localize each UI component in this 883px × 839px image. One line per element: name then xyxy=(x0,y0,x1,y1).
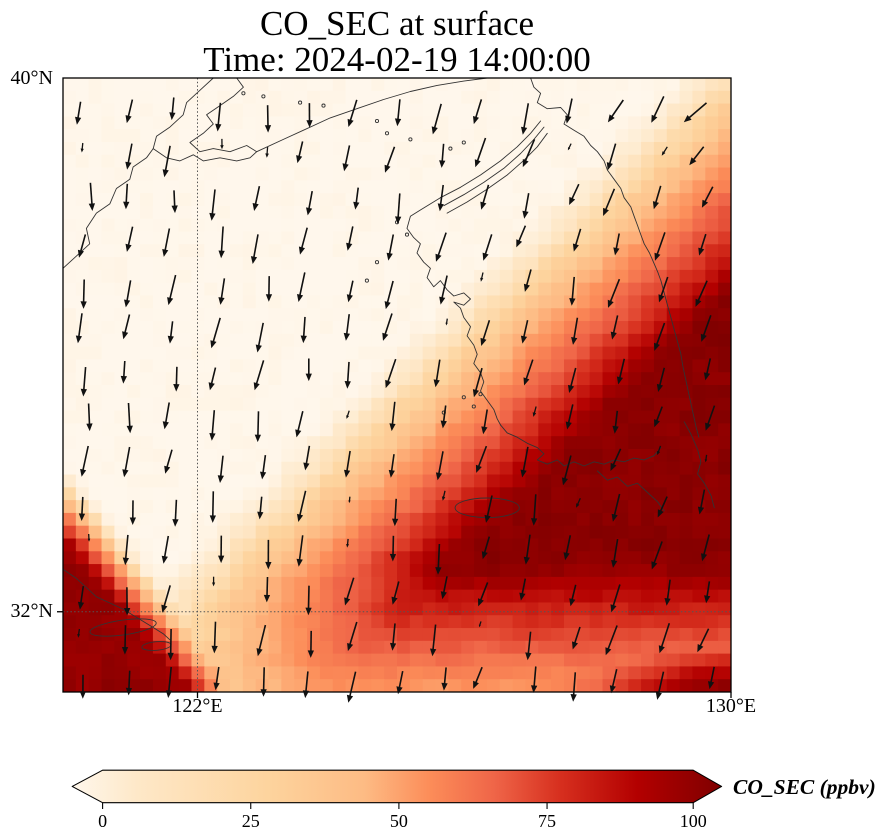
svg-text:122°E: 122°E xyxy=(172,695,222,717)
svg-text:0: 0 xyxy=(98,811,107,831)
svg-text:25: 25 xyxy=(242,811,260,831)
svg-text:32°N: 32°N xyxy=(11,600,53,622)
svg-text:50: 50 xyxy=(390,811,408,831)
svg-text:130°E: 130°E xyxy=(706,695,756,717)
svg-text:40°N: 40°N xyxy=(11,67,53,89)
svg-text:100: 100 xyxy=(680,811,707,831)
svg-text:75: 75 xyxy=(538,811,556,831)
svg-text:CO_SEC (ppbv): CO_SEC (ppbv) xyxy=(733,775,876,799)
